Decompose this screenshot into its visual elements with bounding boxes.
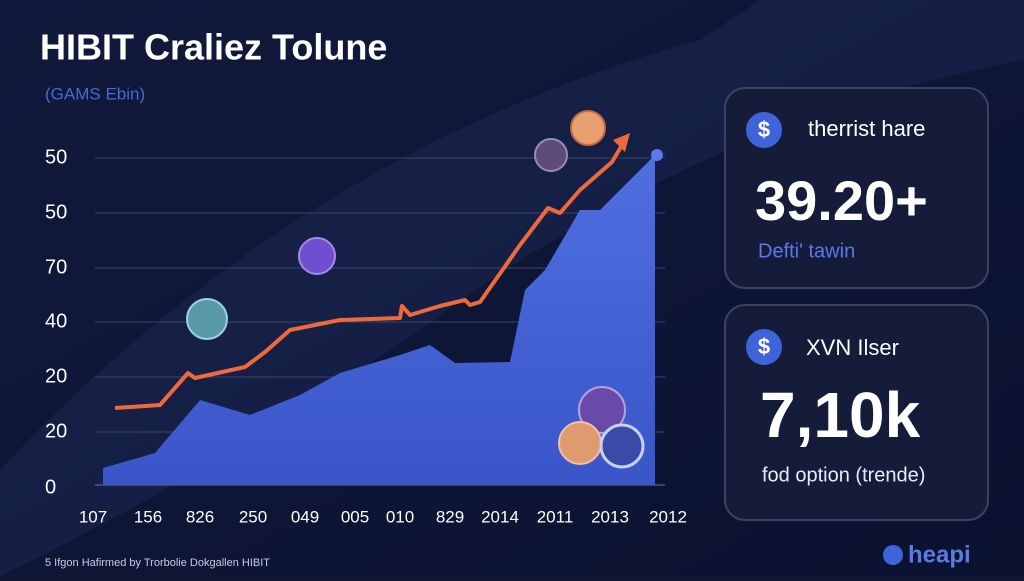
x-label: 049 (291, 507, 319, 526)
y-label: 50 (45, 146, 67, 168)
x-label: 010 (386, 507, 414, 526)
y-label: 70 (45, 256, 67, 278)
x-label: 107 (79, 507, 107, 526)
x-label: 005 (341, 507, 369, 526)
card-caption: fod option (trende) (762, 464, 925, 486)
logo-icon (883, 545, 903, 565)
title: HIBIT Craliez Tolune (40, 27, 387, 68)
x-label: 2011 (537, 507, 574, 526)
y-label: 50 (45, 201, 67, 223)
coins (186, 110, 645, 469)
y-label: 40 (45, 310, 67, 332)
x-label: 2014 (481, 507, 519, 526)
area-dot (651, 149, 663, 161)
x-label: 250 (239, 507, 267, 526)
trend-line (114, 138, 627, 410)
logo: heapi (908, 541, 971, 568)
arrow-head (613, 133, 630, 152)
x-label: 829 (436, 507, 464, 526)
svg-text:$: $ (758, 117, 770, 142)
card-caption: Defti' tawin (758, 240, 855, 262)
card-value: 7,10k (760, 379, 921, 451)
svg-text:$: $ (758, 334, 770, 359)
card: $ XVN Ilser 7,10k fod option (trende) (724, 304, 989, 521)
y-label: 20 (45, 420, 67, 442)
area (103, 155, 655, 485)
x-label: 2013 (591, 507, 629, 526)
x-label: 2012 (649, 507, 687, 526)
card-label: XVN Ilser (806, 335, 899, 360)
card-label: therrist hare (808, 116, 925, 141)
card-value: 39.20+ (755, 169, 928, 232)
y-label: 20 (45, 365, 67, 387)
x-label: 826 (186, 507, 214, 526)
footer: 5 Ifgon Hafirmed by Trorbolie Dokgallen … (45, 557, 270, 569)
card: $ therrist hare 39.20+ Defti' tawin (724, 87, 989, 289)
x-label: 156 (134, 507, 162, 526)
subtitle: (GAMS Ebin) (45, 84, 145, 103)
y-label: 0 (45, 476, 56, 498)
